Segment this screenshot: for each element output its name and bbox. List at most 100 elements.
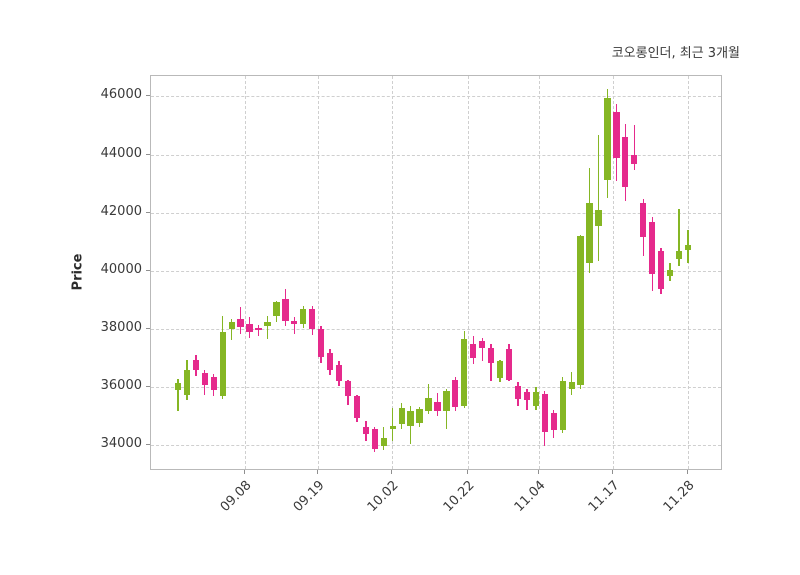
candle-wick [678,209,680,267]
y-tick-label: 38000 [100,320,142,336]
candle-body [657,251,665,290]
candle-body [577,236,584,386]
candle-body [362,426,370,434]
candle-wick [293,317,295,334]
candle-body [255,327,262,330]
candle-body [649,221,656,275]
candle-wick [177,378,179,412]
candle-wick [266,316,269,340]
y-gridline [151,329,721,331]
y-gridline [151,212,721,214]
candle-body [550,413,557,430]
x-tick-mark [612,470,613,474]
y-tick-mark [146,444,150,446]
x-tick-mark [390,470,392,474]
candle-body [326,352,334,370]
y-tick-label: 40000 [100,261,142,277]
y-tick-mark [146,95,150,97]
y-gridline [151,154,721,156]
y-tick-mark [146,386,150,388]
x-gridline [317,76,319,469]
candle-body [505,349,513,380]
x-gridline [468,76,469,469]
candle-body [291,320,298,325]
y-gridline [151,96,721,98]
candle-body [416,409,423,424]
candle-body [622,136,629,187]
x-tick-mark [467,470,468,474]
x-tick-mark [243,470,245,474]
candle-body [666,269,674,277]
y-tick-mark [146,153,150,155]
candle-body [479,341,486,349]
candle-body [300,309,307,325]
candle-wick [481,338,483,362]
candle-body [487,348,495,364]
candle-body [532,392,540,406]
y-tick-label: 34000 [100,436,142,452]
y-gridline [151,387,721,389]
candle-body [496,361,504,378]
candle-body [335,364,343,382]
candle-body [568,382,575,389]
candle-body [675,251,683,260]
candle-body [389,425,396,430]
candle-body [183,369,191,395]
candle-body [586,203,593,263]
y-tick-label: 42000 [100,203,142,219]
y-tick-label: 46000 [100,87,142,103]
candle-body [317,329,325,358]
x-tick-mark [686,470,688,474]
x-gridline [687,76,689,469]
candle-body [192,359,200,370]
x-tick-mark [316,470,318,474]
candle-body [452,380,459,408]
candle-wick [392,408,394,442]
candle-body [344,381,352,397]
y-gridline [151,270,721,272]
candle-body [541,393,548,433]
x-gridline [613,76,614,469]
candle-body [559,380,566,430]
candle-body [282,299,289,321]
candle-body [523,392,531,401]
candle-body [425,398,432,412]
x-gridline [391,76,393,469]
candle-body [380,438,387,446]
candle-body [398,408,405,425]
y-tick-mark [146,328,150,330]
candle-body [264,322,271,327]
candle-body [210,376,217,390]
candle-body [631,154,638,165]
candle-body [443,391,450,412]
candle-body [237,319,244,328]
x-gridline [539,76,540,469]
y-tick-mark [146,211,150,213]
candle-body [514,385,522,399]
candle-body [604,97,611,180]
plot-area [150,75,722,470]
candle-body [613,111,620,158]
candle-wick [257,324,260,337]
candle-wick [633,124,635,170]
candle-body [219,332,226,397]
candle-wick [231,319,233,341]
candle-body [407,411,414,427]
candle-body [228,322,235,330]
candle-wick [383,426,385,450]
candle-body [434,401,441,412]
candle-wick [597,134,600,262]
candle-body [174,382,182,391]
candle-body [461,339,468,407]
chart-title: 코오롱인더, 최근 3개월 [611,46,740,61]
candle-body [684,244,692,250]
candle-body [353,396,361,419]
candle-body [371,428,378,449]
candle-body [246,324,253,332]
y-gridline [151,445,721,447]
y-tick-label: 44000 [100,145,142,161]
x-tick-mark [538,470,539,474]
candle-body [273,302,280,316]
candle-body [595,209,602,227]
